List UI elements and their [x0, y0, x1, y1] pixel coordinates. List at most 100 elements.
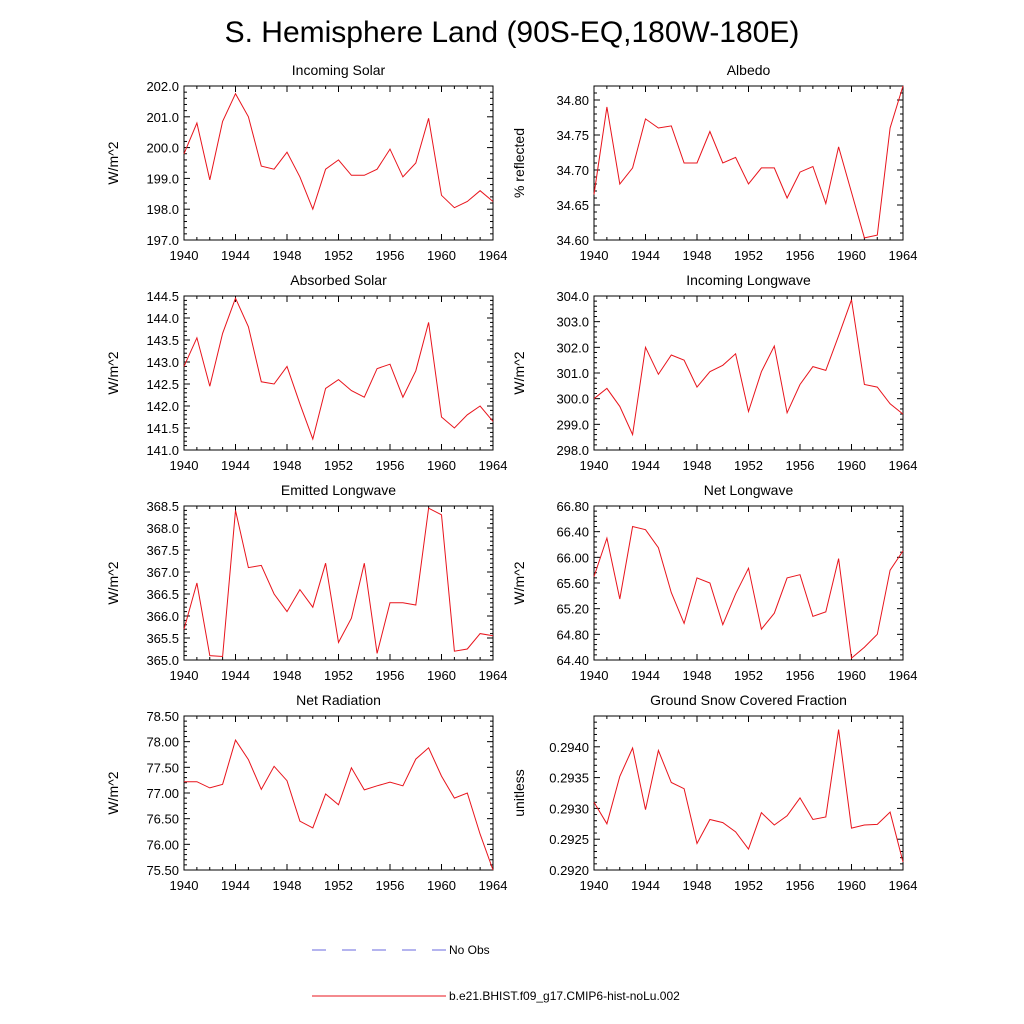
y-tick-label: 65.20 — [556, 602, 589, 617]
y-tick-label: 0.2935 — [549, 771, 589, 786]
series-line — [183, 92, 494, 211]
x-tick-label: 1964 — [479, 248, 508, 263]
x-tick-label: 1940 — [580, 248, 609, 263]
x-tick-label: 1948 — [683, 668, 712, 683]
series-line — [593, 299, 904, 437]
x-tick-label: 1960 — [837, 668, 866, 683]
plot-frame — [183, 85, 494, 241]
x-tick-label: 1944 — [221, 248, 250, 263]
y-tick-label: 143.5 — [146, 333, 179, 348]
series-line — [593, 729, 904, 863]
panel-title: Incoming Solar — [292, 62, 386, 78]
series-line — [184, 738, 494, 871]
y-tick-label: 141.5 — [146, 421, 179, 436]
y-tick-label: 365.5 — [146, 631, 179, 646]
x-tick-label: 1956 — [786, 248, 815, 263]
x-tick-label: 1952 — [324, 668, 353, 683]
series-line — [183, 507, 494, 658]
x-tick-label: 1944 — [631, 668, 660, 683]
panel-title: Emitted Longwave — [281, 482, 396, 498]
y-tick-label: 202.0 — [146, 79, 179, 94]
x-tick-label: 1952 — [324, 458, 353, 473]
y-axis-label: W/m^2 — [105, 561, 121, 604]
y-tick-label: 304.0 — [556, 289, 589, 304]
plot-frame — [593, 715, 904, 871]
y-tick-label: 367.5 — [146, 543, 179, 558]
y-axis-label: W/m^2 — [105, 771, 121, 814]
y-tick-label: 142.5 — [146, 377, 179, 392]
x-tick-label: 1956 — [376, 248, 405, 263]
panel-4: Incoming Longwave 1940 1944 1948 1952 1956 196… — [511, 272, 917, 473]
x-tick-label: 1952 — [324, 878, 353, 893]
x-tick-label: 1960 — [427, 248, 456, 263]
y-axis-label: W/m^2 — [105, 351, 121, 394]
y-tick-label: 66.40 — [556, 525, 589, 540]
y-tick-label: 144.5 — [146, 289, 179, 304]
y-tick-label: 34.80 — [556, 93, 589, 108]
y-tick-label: 303.0 — [556, 315, 589, 330]
x-tick-label: 1944 — [631, 458, 660, 473]
plot-frame — [183, 295, 494, 451]
y-tick-label: 298.0 — [556, 443, 589, 458]
y-tick-label: 300.0 — [556, 392, 589, 407]
y-tick-label: 199.0 — [146, 171, 179, 186]
y-tick-label: 301.0 — [556, 366, 589, 381]
y-axis-label: unitless — [511, 769, 527, 816]
y-tick-label: 78.00 — [146, 735, 179, 750]
panel-title: Absorbed Solar — [290, 272, 387, 288]
x-tick-label: 1956 — [786, 878, 815, 893]
y-tick-label: 0.2925 — [549, 832, 589, 847]
y-tick-label: 78.50 — [146, 709, 179, 724]
y-tick-label: 65.60 — [556, 576, 589, 591]
x-tick-label: 1944 — [221, 458, 250, 473]
y-tick-label: 368.5 — [146, 499, 179, 514]
plot-frame — [183, 715, 494, 871]
x-tick-label: 1952 — [324, 248, 353, 263]
x-tick-label: 1964 — [479, 668, 508, 683]
x-tick-label: 1944 — [631, 878, 660, 893]
x-tick-label: 1964 — [479, 458, 508, 473]
x-tick-label: 1956 — [376, 878, 405, 893]
plot-frame — [593, 85, 904, 241]
legend-model-label: b.e21.BHIST.f09_g17.CMIP6-hist-noLu.002 — [449, 989, 680, 1003]
y-tick-label: 143.0 — [146, 355, 179, 370]
panel-2: Albedo 1940 1944 1948 1952 1956 1960 1964 34.60 3… — [511, 62, 917, 263]
x-tick-label: 1964 — [889, 248, 918, 263]
y-tick-label: 0.2920 — [549, 863, 589, 878]
y-tick-label: 34.60 — [556, 233, 589, 248]
x-tick-label: 1960 — [427, 458, 456, 473]
x-tick-label: 1964 — [889, 668, 918, 683]
panel-title: Net Radiation — [296, 692, 381, 708]
panel-title: Net Longwave — [704, 482, 794, 498]
x-tick-label: 1960 — [837, 878, 866, 893]
y-tick-label: 197.0 — [146, 233, 179, 248]
y-tick-label: 368.0 — [146, 521, 179, 536]
y-tick-label: 64.40 — [556, 653, 589, 668]
series-line — [183, 296, 494, 441]
x-tick-label: 1940 — [580, 668, 609, 683]
y-tick-label: 75.50 — [146, 863, 179, 878]
legend: No Obs b.e21.BHIST.f09_g17.CMIP6-hist-no… — [312, 943, 680, 1003]
x-tick-label: 1948 — [683, 878, 712, 893]
x-tick-label: 1956 — [376, 668, 405, 683]
y-tick-label: 76.00 — [146, 837, 179, 852]
x-tick-label: 1948 — [273, 878, 302, 893]
panel-5: Emitted Longwave 1940 1944 1948 1952 1956 1960… — [105, 482, 507, 683]
x-tick-label: 1940 — [170, 668, 199, 683]
x-tick-label: 1952 — [734, 668, 763, 683]
x-tick-label: 1952 — [734, 248, 763, 263]
x-tick-label: 1948 — [683, 248, 712, 263]
x-tick-label: 1940 — [170, 248, 199, 263]
y-axis-label: % reflected — [511, 128, 527, 198]
y-tick-label: 77.00 — [146, 786, 179, 801]
figure-title: S. Hemisphere Land (90S-EQ,180W-180E) — [225, 16, 800, 49]
panels: Incoming Solar 1940 1944 1948 1952 1956 1960 19… — [105, 62, 917, 893]
panel-title: Albedo — [727, 62, 771, 78]
y-tick-label: 66.80 — [556, 499, 589, 514]
x-tick-label: 1956 — [376, 458, 405, 473]
panel-8: Ground Snow Covered Fraction 1940 1944 1948… — [511, 692, 917, 893]
y-tick-label: 302.0 — [556, 340, 589, 355]
y-axis-label: W/m^2 — [105, 141, 121, 184]
x-tick-label: 1948 — [273, 668, 302, 683]
x-tick-label: 1948 — [683, 458, 712, 473]
